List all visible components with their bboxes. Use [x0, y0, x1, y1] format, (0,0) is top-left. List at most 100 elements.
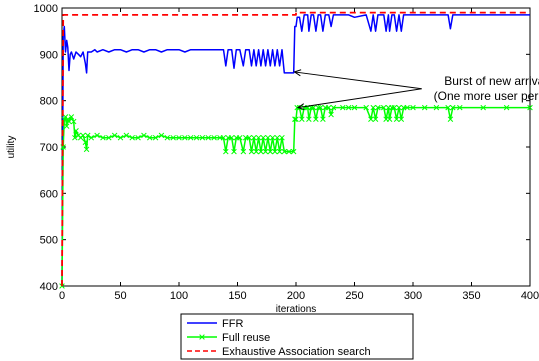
series-marker-full-reuse [265, 134, 271, 141]
x-tick-label: 300 [404, 290, 422, 302]
series-marker-full-reuse [141, 132, 147, 139]
series-marker-full-reuse [328, 111, 334, 118]
series-marker-full-reuse [450, 104, 456, 111]
series-marker-full-reuse [310, 104, 317, 111]
annotation-arrow [297, 88, 422, 109]
x-tick-label: 350 [462, 290, 480, 302]
series-marker-full-reuse [345, 104, 352, 111]
series-marker-full-reuse [279, 134, 285, 141]
x-tick-label: 100 [170, 290, 188, 302]
series-marker-full-reuse [253, 148, 259, 155]
series-marker-full-reuse [445, 104, 451, 111]
legend-marker-full-reuse [199, 334, 205, 340]
series-marker-full-reuse [123, 132, 130, 139]
series-marker-full-reuse [527, 104, 533, 111]
series-marker-full-reuse [340, 104, 346, 111]
y-tick-label: 500 [40, 235, 58, 247]
series-marker-full-reuse [176, 134, 182, 141]
series-marker-full-reuse [293, 116, 299, 122]
series-marker-full-reuse [386, 116, 393, 122]
series-marker-full-reuse [73, 128, 79, 134]
series-marker-full-reuse [269, 134, 276, 141]
series-marker-full-reuse [447, 116, 454, 122]
series-marker-full-reuse [248, 148, 255, 155]
x-tick-label: 250 [345, 290, 363, 302]
series-marker-full-reuse [262, 148, 269, 155]
series-marker-full-reuse [94, 132, 100, 139]
series-marker-full-reuse [111, 132, 118, 139]
series-marker-full-reuse [306, 116, 312, 122]
series-line-ffr [61, 14, 530, 287]
series-marker-full-reuse [182, 134, 188, 141]
y-tick-label: 1000 [34, 3, 58, 15]
series-marker-full-reuse [60, 144, 66, 150]
series-marker-full-reuse [363, 104, 369, 111]
series-marker-full-reuse [286, 148, 292, 155]
series-marker-full-reuse [251, 134, 257, 141]
series-marker-full-reuse [276, 148, 283, 155]
series-marker-full-reuse [255, 134, 262, 141]
series-marker-full-reuse [396, 104, 402, 111]
series-marker-full-reuse [170, 134, 176, 141]
annotation-arrowhead [293, 69, 302, 77]
series-marker-full-reuse [80, 132, 86, 139]
y-tick-label: 400 [40, 281, 58, 293]
legend-label-exhaustive-association-search: Exhaustive Association search [222, 346, 371, 358]
series-marker-full-reuse [106, 134, 112, 141]
series-marker-full-reuse [228, 134, 235, 141]
y-tick-label: 600 [40, 188, 58, 200]
series-ffr [61, 14, 530, 287]
series-marker-full-reuse [100, 134, 106, 141]
series-marker-full-reuse [368, 116, 374, 122]
series-marker-full-reuse [187, 134, 194, 141]
series-marker-full-reuse [82, 139, 89, 146]
series-marker-full-reuse [205, 134, 212, 141]
series-exhaustive-association-search [61, 11, 530, 287]
series-line-exhaustive-association-search [61, 11, 530, 287]
series-marker-full-reuse [393, 116, 400, 122]
series-marker-full-reuse [317, 104, 324, 111]
series-marker-full-reuse [240, 148, 247, 155]
series-marker-full-reuse [457, 104, 463, 111]
annotation-text: Burst of new arrivals [444, 74, 539, 88]
x-tick-label: 50 [114, 290, 126, 302]
series-marker-full-reuse [404, 104, 410, 111]
x-tick-label: 0 [59, 290, 65, 302]
series-marker-full-reuse [199, 134, 206, 141]
series-marker-full-reuse [320, 116, 326, 122]
series-marker-full-reuse [313, 116, 319, 122]
series-marker-full-reuse [260, 134, 266, 141]
series-marker-full-reuse [375, 104, 381, 111]
y-tick-label: 900 [40, 49, 58, 61]
series-marker-full-reuse [211, 134, 217, 141]
series-marker-full-reuse [292, 116, 298, 122]
series-marker-full-reuse [88, 134, 95, 141]
legend-label-ffr: FFR [222, 318, 243, 330]
series-marker-full-reuse [223, 148, 229, 155]
series-marker-full-reuse [158, 132, 165, 139]
y-tick-label: 800 [40, 96, 58, 108]
series-marker-full-reuse [410, 104, 416, 111]
series-marker-full-reuse [389, 104, 395, 111]
series-marker-full-reuse [421, 104, 428, 111]
axes: 0 50 100 150 200 250 300 350 400 400 500 600 700 800 9… [6, 3, 539, 315]
series-marker-full-reuse [267, 148, 274, 155]
x-tick-label: 400 [521, 290, 539, 302]
x-axis-label: iterations [276, 304, 317, 315]
series-marker-full-reuse [246, 134, 252, 141]
y-tick-label: 700 [40, 142, 58, 154]
series-marker-full-reuse [63, 123, 70, 129]
series-marker-full-reuse [72, 134, 78, 141]
series-marker-full-reuse [135, 134, 141, 141]
y-axis-label: utility [6, 136, 17, 159]
series-full-reuse [59, 104, 533, 289]
annotation-layer: Burst of new arrivals(One more user per … [293, 69, 539, 111]
series-marker-full-reuse [152, 134, 159, 141]
series-marker-full-reuse [315, 104, 321, 111]
series-marker-full-reuse [258, 148, 264, 155]
annotation-arrowhead [296, 103, 305, 111]
series-marker-full-reuse [274, 134, 281, 141]
series-marker-full-reuse [398, 116, 405, 122]
series-marker-full-reuse [480, 104, 486, 111]
